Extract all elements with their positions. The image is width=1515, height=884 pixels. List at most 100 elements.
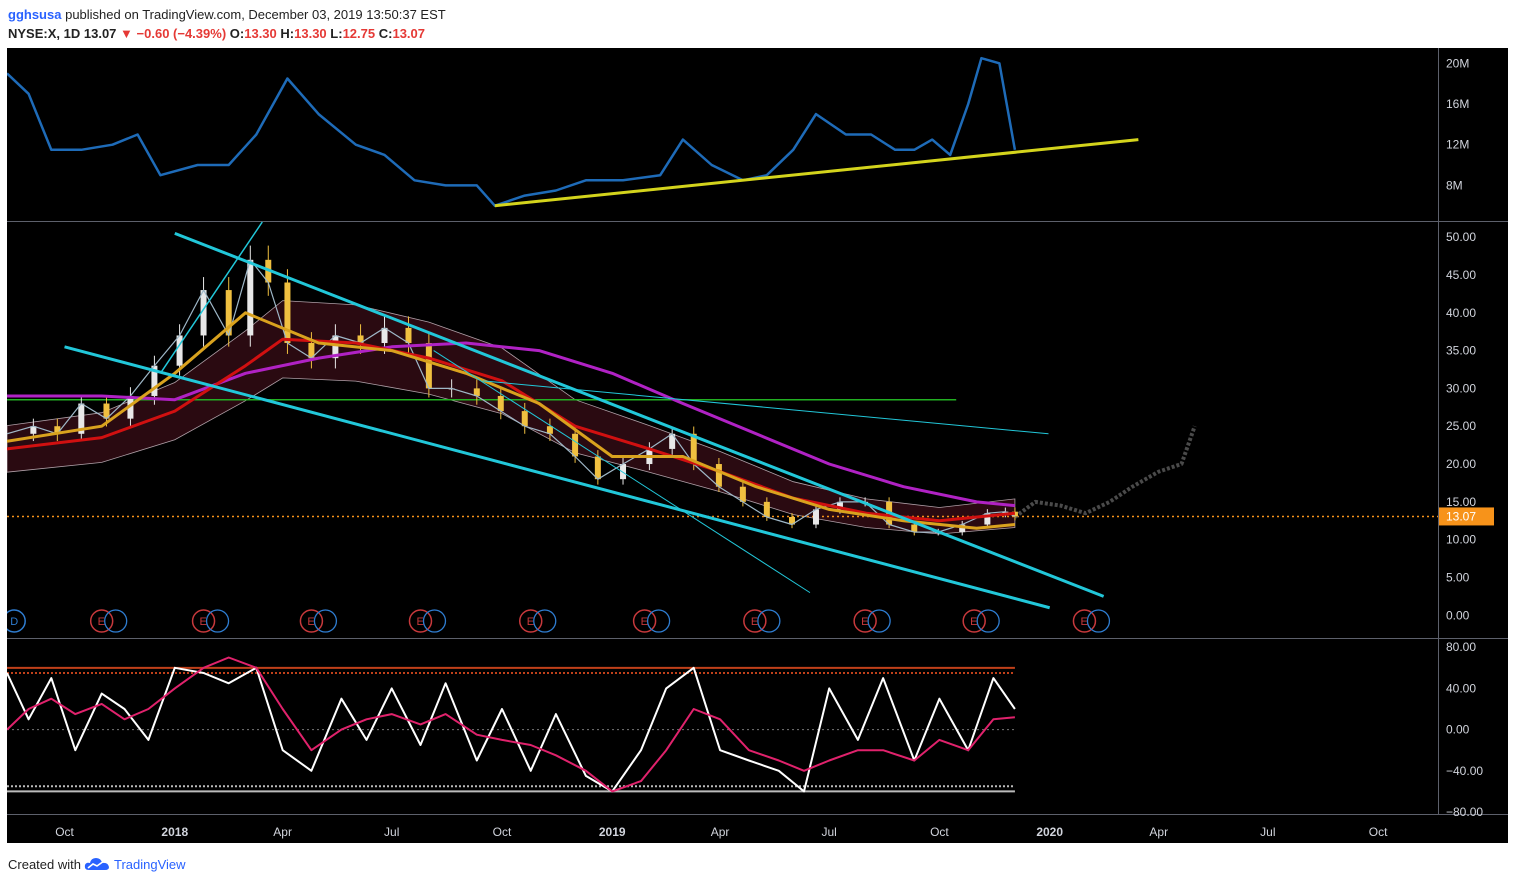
candle-body	[425, 343, 432, 389]
time-axis-label: Oct	[1369, 825, 1388, 839]
candle-body	[984, 513, 991, 525]
symbol-interval[interactable]: NYSE:X, 1D	[8, 26, 81, 41]
close-label: C:	[378, 26, 393, 41]
dividend-marker-icon	[104, 609, 128, 633]
event-marker-label: E	[527, 616, 534, 628]
candle-body	[763, 501, 770, 517]
chart-canvas[interactable]: 20M 16M 12M 8M 50.00 45.00 40.00 35.00 30.00 25.0…	[2, 48, 1508, 843]
dividend-marker-icon	[867, 609, 891, 633]
moving-average-line	[7, 341, 1016, 508]
price-tick-label: 50.00	[1446, 230, 1476, 244]
time-axis-label: Apr	[711, 825, 730, 839]
price-tick-label: 15.00	[1446, 495, 1476, 509]
candle-body	[1002, 511, 1009, 514]
earnings-marker-icon	[853, 609, 877, 633]
candle-body	[669, 433, 676, 449]
candle-body	[690, 433, 697, 465]
event-marker-label: E	[1080, 616, 1087, 628]
high-value: 13.30	[294, 26, 327, 41]
dividend-marker-icon	[976, 609, 1000, 633]
price-change: ▼ −0.60 (−4.39%)	[120, 26, 227, 41]
oscillator-tick-label: −40.00	[1446, 764, 1483, 778]
candle-body	[127, 395, 134, 419]
volume-trendline	[494, 138, 1139, 208]
candle-body	[54, 426, 61, 434]
low-value: 12.75	[342, 26, 376, 41]
event-marker-label: E	[970, 616, 977, 628]
price-tick-label: 5.00	[1446, 570, 1470, 584]
earnings-marker-icon	[1072, 609, 1097, 633]
candle-body	[247, 259, 254, 336]
tradingview-brand[interactable]: TradingView	[113, 856, 186, 872]
candle-body	[381, 327, 388, 344]
open-label: O:	[229, 26, 245, 41]
candle-body	[308, 343, 315, 359]
created-with-text: Created with	[8, 856, 81, 872]
earnings-marker-icon	[408, 609, 433, 633]
time-axis-label: Oct	[55, 825, 74, 839]
last-price-tag	[1439, 507, 1494, 526]
price-tick-label: 45.00	[1446, 268, 1476, 282]
channel-trendline	[433, 350, 811, 594]
channel-trendline	[174, 231, 1105, 598]
time-axis-label: Oct	[493, 825, 512, 839]
publish-line: gghsusa published on TradingView.com, De…	[8, 7, 446, 22]
time-axis-label: 2019	[599, 825, 626, 839]
channel-trendline	[159, 221, 263, 374]
tradingview-cloud-icon	[84, 858, 109, 870]
price-tick-label: 30.00	[1446, 381, 1476, 395]
candle-body	[225, 290, 232, 336]
oscillator-tick-label: −80.00	[1446, 805, 1483, 819]
event-marker-label: D	[10, 616, 18, 628]
candle-body	[739, 486, 746, 502]
dividend-marker-icon	[533, 609, 557, 633]
candle-body	[497, 395, 504, 412]
last-price: 13.07	[83, 26, 117, 41]
candle-body	[715, 464, 722, 487]
event-marker-label: E	[98, 616, 105, 628]
time-axis-label: Apr	[1149, 825, 1168, 839]
candle-body	[78, 403, 85, 434]
event-marker-label: E	[307, 616, 314, 628]
candle-body	[836, 501, 843, 510]
price-tick-label: 25.00	[1446, 419, 1476, 433]
chart-background	[7, 48, 1508, 843]
time-axis-label: Oct	[930, 825, 949, 839]
candle-body	[284, 282, 291, 344]
candle-body	[911, 524, 918, 533]
low-label: L:	[330, 26, 343, 41]
candle-body	[332, 335, 339, 359]
candle-body	[200, 290, 207, 336]
time-axis-label: Jul	[1260, 825, 1275, 839]
close-value: 13.07	[392, 26, 426, 41]
price-tick-label: 35.00	[1446, 344, 1476, 358]
candle-body	[521, 411, 528, 427]
earnings-marker-icon	[89, 609, 114, 633]
event-marker-label: E	[200, 616, 207, 628]
earnings-marker-icon	[299, 609, 324, 633]
published-text: published on TradingView.com, December 0…	[65, 7, 446, 22]
last-price-tag-text: 13.07	[1446, 509, 1476, 523]
event-marker-label: E	[861, 616, 868, 628]
oscillator-k-line	[6, 666, 1016, 793]
event-marker-label: E	[416, 616, 423, 628]
author-link[interactable]: gghsusa	[8, 7, 62, 22]
volume-series-line	[6, 56, 1017, 207]
dividend-marker-icon	[1086, 609, 1111, 633]
chart-area[interactable]: 20M 16M 12M 8M 50.00 45.00 40.00 35.00 30.00 25.0…	[2, 48, 1508, 843]
candle-body	[357, 335, 364, 344]
candle-body	[30, 426, 37, 434]
earnings-marker-icon	[518, 609, 543, 633]
dividend-marker-icon	[757, 609, 781, 633]
oscillator-tick-label: 0.00	[1446, 723, 1470, 737]
candle-body	[789, 516, 796, 525]
time-axis-label: 2018	[161, 825, 188, 839]
candle-body	[546, 426, 553, 434]
volume-tick-label: 12M	[1446, 138, 1469, 152]
symbol-ohlc-line: NYSE:X, 1D 13.07 ▼ −0.60 (−4.39%) O: 13.3…	[8, 26, 425, 41]
dividend-marker-icon	[646, 609, 671, 633]
time-axis-label: Jul	[821, 825, 836, 839]
event-marker-label: E	[751, 616, 758, 628]
earnings-marker-icon	[632, 609, 657, 633]
high-label: H:	[280, 26, 295, 41]
